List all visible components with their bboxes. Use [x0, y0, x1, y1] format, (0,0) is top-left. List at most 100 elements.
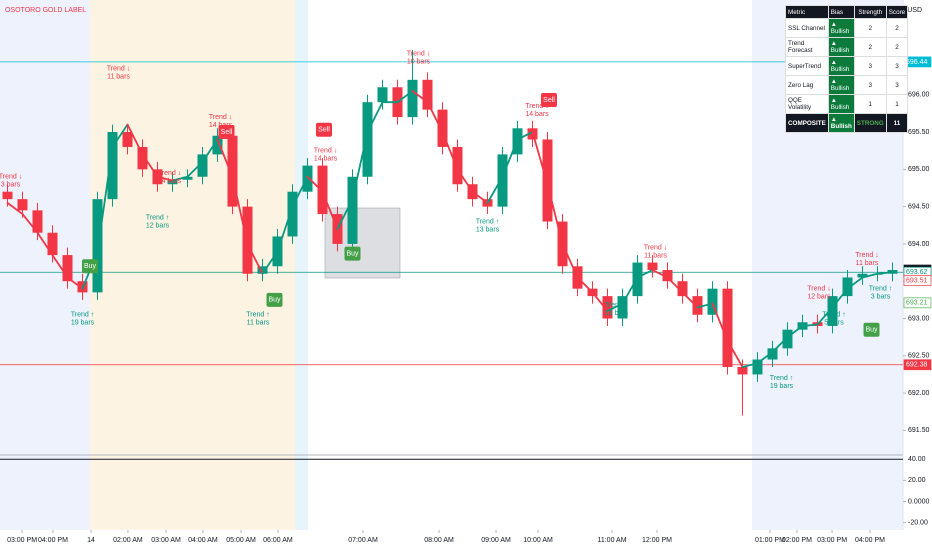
signal-box [218, 125, 235, 140]
trend-line [861, 272, 879, 279]
table-cell: ▲ Bullish [827, 113, 855, 133]
candle-body [122, 132, 133, 147]
trend-line [441, 131, 459, 171]
trend-label: Trend ↑ [770, 375, 793, 382]
trend-bars: 10 bars [407, 59, 431, 66]
table-cell: SSL Channel [785, 18, 829, 38]
trend-line [456, 168, 474, 193]
trend-label: Trend ↓ [209, 114, 232, 121]
candle-body [167, 179, 178, 185]
table-cell: 2 [853, 18, 887, 38]
trend-bars: 19 bars [71, 320, 95, 327]
osc-tick-label: -20.00 [908, 519, 928, 526]
table-row: SuperTrend ▲ Bullish 3 3 [785, 56, 909, 76]
trend-line [396, 90, 414, 104]
trend-line [51, 254, 69, 279]
candle-body [377, 87, 388, 103]
trend-bars: 3 bars [871, 294, 891, 301]
trend-line [546, 183, 564, 245]
table-row: QQE Volatility ▲ Bullish 1 1 [785, 94, 909, 114]
trend-label: Trend ↑ [146, 215, 169, 222]
y-tick-label: 694.00 [908, 241, 930, 248]
trend-line [531, 131, 549, 186]
candle-body [47, 232, 58, 256]
candle-body [662, 270, 673, 282]
table-cell: QQE Volatility [785, 94, 829, 114]
candle-body [452, 146, 463, 185]
table-cell: SuperTrend [785, 56, 829, 76]
table-cell: ▲ Bullish [827, 37, 855, 57]
trend-bars: 11 bars [107, 73, 130, 80]
trend-line [516, 131, 534, 141]
trend-label: Trend ↓ [525, 103, 548, 110]
y-tick-label: 691.50 [908, 427, 930, 434]
price-tag [903, 275, 932, 286]
trend-bars: 13 bars [476, 226, 500, 233]
table-cell: 3 [853, 56, 887, 76]
table-cell: COMPOSITE [785, 113, 829, 133]
table-cell: ▲ Bullish [827, 18, 855, 38]
signal-box [266, 292, 283, 307]
y-tick-label: 696.00 [908, 92, 930, 99]
trend-label: Trend ↑ [605, 302, 628, 309]
candle-body [842, 277, 853, 297]
trend-label: Trend ↓ [807, 286, 830, 293]
x-tick-label: 08:00 AM [424, 537, 454, 544]
candle-body [422, 79, 433, 110]
trend-line [141, 153, 159, 178]
trend-line [291, 175, 309, 208]
trend-label: Trend ↑ [246, 312, 269, 319]
candle-body [737, 366, 748, 375]
trend-bars: 12 bars [146, 223, 170, 230]
signal-box [541, 92, 557, 107]
table-cell: 3 [853, 75, 887, 95]
candle-body [857, 273, 868, 278]
trend-label: Trend ↓ [314, 148, 337, 155]
trend-line [486, 175, 504, 204]
trend-line [321, 190, 339, 230]
trend-bars: 11 bars [247, 320, 270, 327]
trend-line [21, 213, 39, 234]
x-tick-label: 11:00 AM [597, 537, 626, 544]
trend-line [66, 276, 84, 290]
x-tick-label: 04:00 PM [38, 537, 68, 544]
trend-line [606, 302, 624, 312]
candle-body [707, 288, 718, 315]
x-tick-label: 05:00 AM [226, 537, 256, 544]
trend-line [126, 123, 144, 156]
y-tick-label: 694.50 [908, 203, 930, 210]
trend-line [621, 276, 639, 305]
trend-line [426, 101, 444, 133]
table-cell: Zero Lag [785, 75, 829, 95]
x-tick-label: 01:00 PM [755, 537, 785, 544]
candle-body [497, 154, 508, 207]
y-tick-label: 692.00 [908, 390, 930, 397]
y-tick-label: 693.00 [908, 315, 930, 322]
trend-label: Trend ↓ [0, 174, 22, 181]
x-tick-label: 04:00 AM [188, 537, 218, 544]
session-bg [295, 0, 308, 530]
trend-line [666, 276, 684, 294]
table-row: Zero Lag ▲ Bullish 3 3 [785, 75, 909, 95]
y-tick-label: 695.00 [908, 166, 930, 173]
price-tag-label: 692.38 [906, 362, 928, 369]
candle-body [437, 109, 448, 147]
trend-line [111, 123, 129, 148]
trend-line [591, 291, 609, 312]
signal-box [863, 322, 880, 337]
trend-bars: 14 bars [525, 111, 549, 118]
trend-line [681, 291, 699, 309]
x-tick-label: 02:00 PM [782, 537, 812, 544]
candle-body [287, 191, 298, 237]
table-cell: 2 [853, 37, 887, 57]
table-row: SSL Channel ▲ Bullish 2 2 [785, 18, 909, 38]
trend-line [351, 131, 369, 201]
trend-bars: 12 bars [807, 294, 831, 301]
table-cell: 1 [885, 94, 909, 114]
x-tick-label: 07:00 AM [348, 537, 378, 544]
trend-line [261, 250, 279, 275]
trend-line [336, 198, 354, 230]
trend-line [501, 138, 519, 178]
candle-body [62, 255, 73, 282]
trend-line [741, 362, 759, 368]
